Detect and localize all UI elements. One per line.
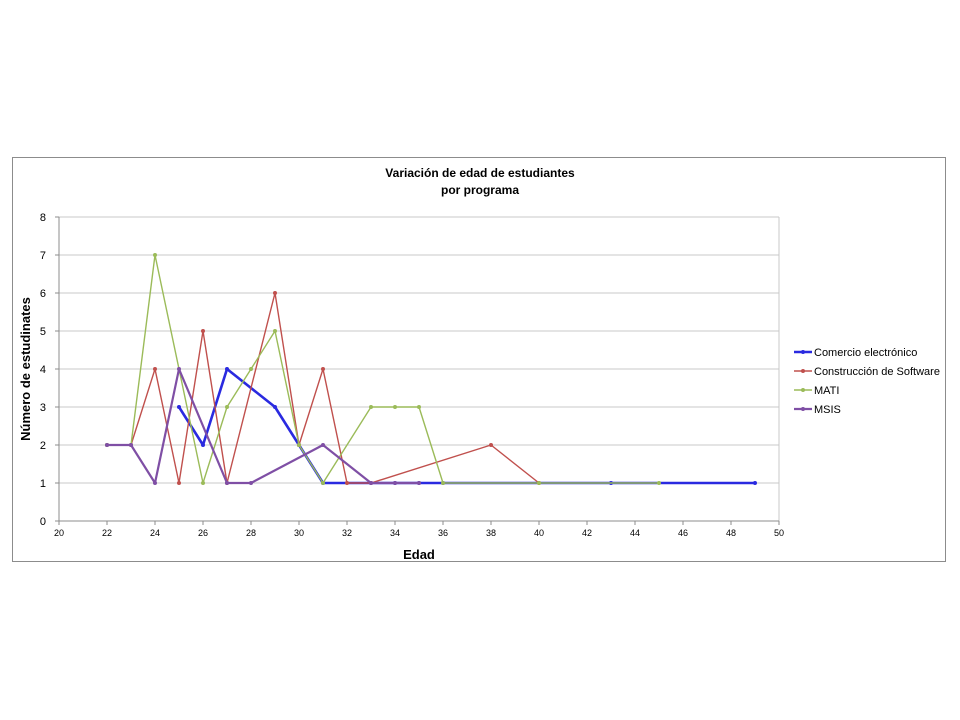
chart-svg: Variación de edad de estudiantes por pro… [18,166,940,562]
data-point [273,329,277,333]
x-tick-label: 38 [486,528,496,538]
data-point [129,443,133,447]
legend-marker [801,388,805,392]
data-point [417,481,421,485]
x-tick-label: 30 [294,528,304,538]
y-tick-label: 5 [40,326,46,338]
data-point [273,291,277,295]
data-point [177,481,181,485]
data-point [537,481,541,485]
data-point [321,443,325,447]
x-axis-label: Edad [403,547,435,562]
x-tick-label: 34 [390,528,400,538]
y-tick-label: 2 [40,440,46,452]
x-tick-label: 36 [438,528,448,538]
data-point [441,481,445,485]
data-point [393,405,397,409]
data-point [153,481,157,485]
series-line [107,367,419,485]
chart-title-line-2: por programa [441,183,519,197]
legend-label: Construcción de Software [814,366,940,378]
grid-layer [59,216,780,522]
data-point [105,443,109,447]
data-point [153,253,157,257]
y-tick-label: 8 [40,212,46,224]
x-tick-label: 48 [726,528,736,538]
legend-label: MSIS [814,404,841,416]
legend-label: MATI [814,385,839,397]
y-tick-label: 0 [40,516,46,528]
legend-marker [801,369,805,373]
data-point [225,367,229,371]
data-point [225,481,229,485]
legend-label: Comercio electrónico [814,347,917,359]
y-tick-label: 4 [40,364,46,376]
data-point [321,367,325,371]
data-point [321,481,325,485]
x-tick-label: 46 [678,528,688,538]
x-tick-label: 42 [582,528,592,538]
x-tick-label: 20 [54,528,64,538]
data-point [201,481,205,485]
series-layer [105,253,757,485]
x-tick-label: 32 [342,528,352,538]
legend: Comercio electrónico Construcción de Soft… [794,347,940,416]
x-tick-label: 22 [102,528,112,538]
data-point [177,367,181,371]
y-tick-label: 3 [40,402,46,414]
x-tick-label: 24 [150,528,160,538]
data-point [201,329,205,333]
data-point [753,481,757,485]
y-axis-label: Número de estudinates [18,297,33,441]
data-point [489,443,493,447]
x-tick-label: 28 [246,528,256,538]
data-point [417,405,421,409]
data-point [297,443,301,447]
x-tick-label: 26 [198,528,208,538]
series-line [107,292,540,484]
data-point [177,405,181,409]
chart-frame: Variación de edad de estudiantes por pro… [12,157,946,562]
legend-marker [801,350,805,354]
y-tick-label: 1 [40,478,46,490]
data-point [273,405,277,409]
data-point [369,405,373,409]
x-tick-label: 44 [630,528,640,538]
y-tick-label: 6 [40,288,46,300]
x-tick-label: 50 [774,528,784,538]
data-point [345,481,349,485]
data-point [225,405,229,409]
data-point [249,481,253,485]
data-point [369,481,373,485]
data-point [657,481,661,485]
chart-title-line-1: Variación de edad de estudiantes [385,166,575,180]
data-point [393,481,397,485]
data-point [153,367,157,371]
y-tick-label: 7 [40,250,46,262]
legend-marker [801,407,805,411]
data-point [201,443,205,447]
x-tick-label: 40 [534,528,544,538]
series-line [177,367,755,485]
data-point [249,367,253,371]
